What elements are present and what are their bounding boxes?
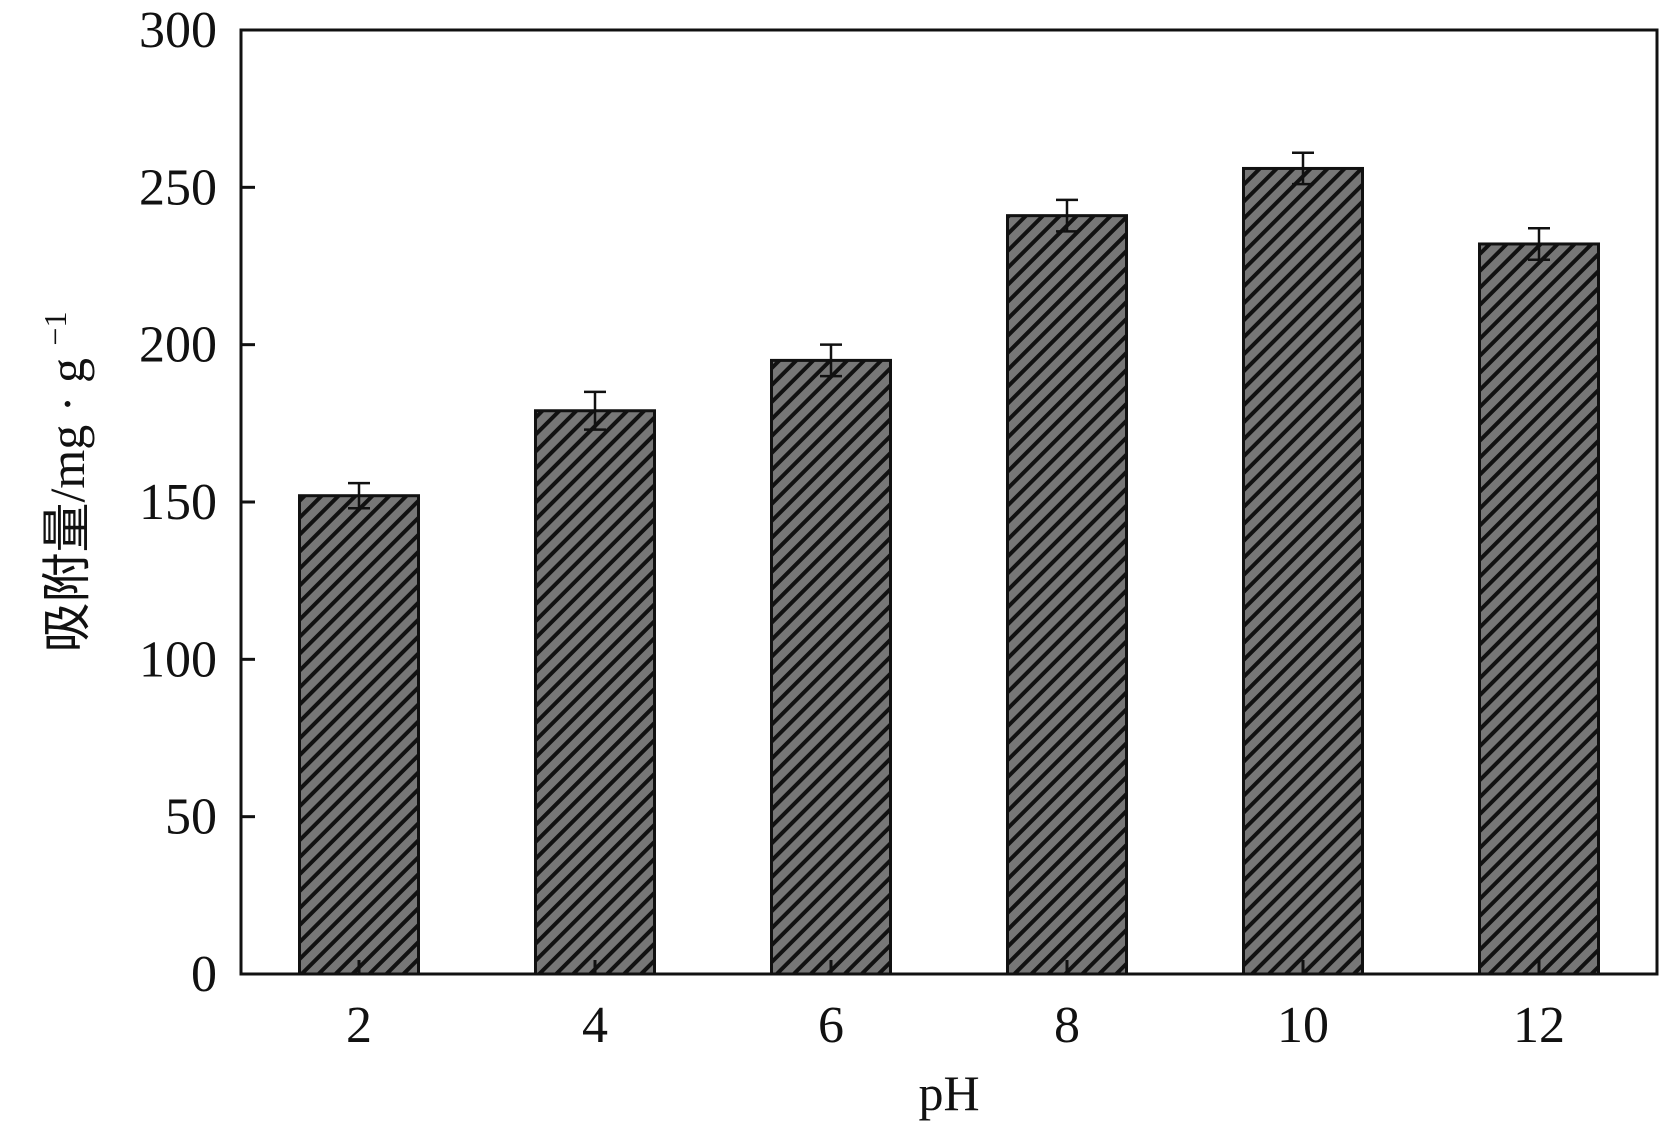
x-tick-label: 10: [1277, 997, 1329, 1054]
error-bars-layer: [348, 151, 1550, 510]
bars-layer: [298, 166, 1600, 976]
x-tick-label: 8: [1054, 997, 1080, 1054]
y-tick-label: 300: [139, 2, 217, 59]
y-tick-label: 200: [139, 317, 217, 374]
y-tick-label: 150: [139, 474, 217, 531]
bar: [1478, 242, 1600, 976]
x-tick-label: 6: [818, 997, 844, 1054]
x-tick-label: 4: [582, 997, 608, 1054]
x-tick-label: 12: [1513, 997, 1565, 1054]
y-axis-label-superscript: −1: [37, 312, 73, 346]
y-axis-label-main: 吸附量/mg · g: [39, 358, 95, 652]
y-axis-label: 吸附量/mg · g −1: [37, 312, 95, 653]
y-axis: 0 50 100 150 200 250 300: [139, 2, 255, 1003]
x-axis: 2 4 6 8 10 12: [346, 960, 1565, 1054]
plot-frame: [239, 28, 1659, 976]
x-tick-label: 2: [346, 997, 372, 1054]
bar: [298, 494, 420, 976]
bar: [1006, 214, 1128, 976]
bar: [770, 358, 892, 976]
y-tick-label: 100: [139, 631, 217, 688]
y-tick-label: 250: [139, 159, 217, 216]
bar: [534, 409, 656, 976]
y-tick-label: 50: [165, 789, 217, 846]
x-axis-label: pH: [918, 1065, 979, 1121]
bar: [1242, 166, 1364, 976]
y-tick-label: 0: [191, 946, 217, 1003]
